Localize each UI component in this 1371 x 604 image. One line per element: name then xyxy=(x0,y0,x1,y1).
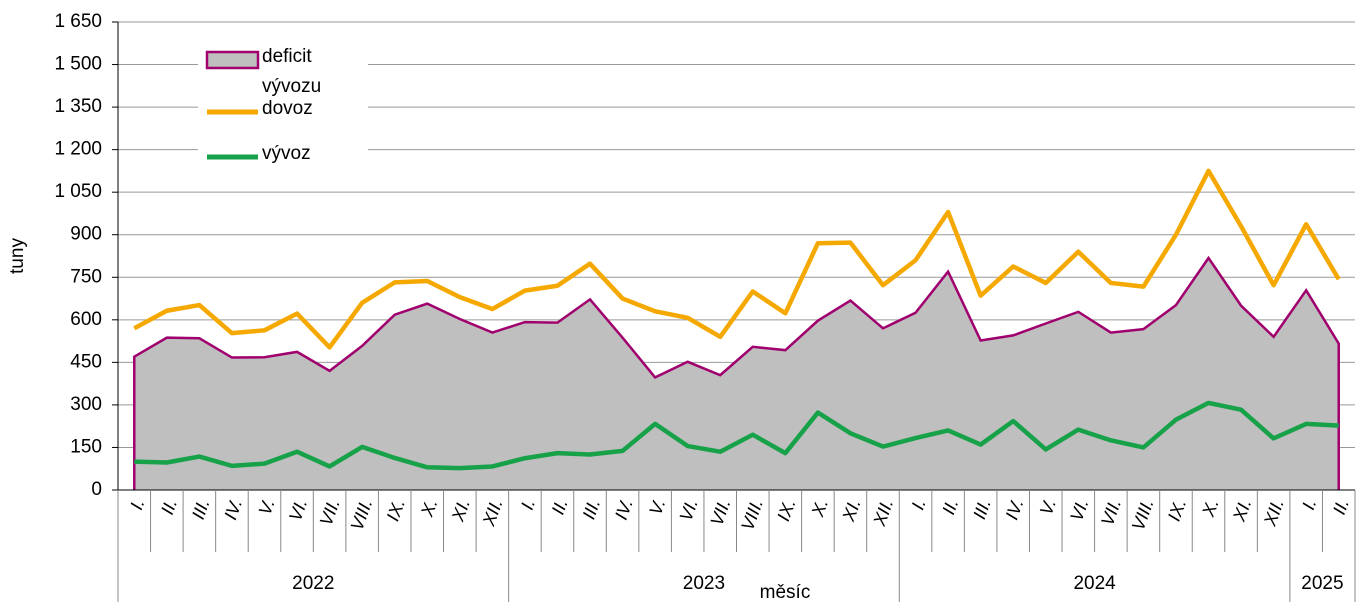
x-tick-label: III. xyxy=(579,496,605,522)
x-tick-label: I. xyxy=(517,496,539,512)
x-group-label: 2022 xyxy=(292,573,334,594)
y-tick-label: 1 350 xyxy=(54,96,102,117)
x-tick-label: I. xyxy=(1298,496,1320,512)
x-tick-label: I. xyxy=(126,496,148,512)
area xyxy=(134,257,1339,490)
y-axis-label: tuny xyxy=(7,238,28,274)
y-tick-label: 150 xyxy=(70,436,102,457)
x-group-label: 2023 xyxy=(683,573,725,594)
y-tick-label: 1 050 xyxy=(54,181,102,202)
x-tick-label: V. xyxy=(255,496,279,518)
legend-label: vývoz xyxy=(262,143,311,164)
x-tick-label: XII. xyxy=(869,496,897,529)
x-tick-label: X. xyxy=(417,496,442,520)
legend-swatch xyxy=(205,50,260,70)
x-tick-label: II. xyxy=(157,496,181,517)
x-group-label: 2024 xyxy=(1073,573,1116,594)
x-tick-label: VIII. xyxy=(347,496,377,533)
y-tick-label: 0 xyxy=(91,479,102,500)
y-tick-label: 1 500 xyxy=(54,54,102,75)
x-tick-label: V. xyxy=(1036,496,1060,518)
y-tick-label: 750 xyxy=(70,266,102,287)
x-tick-label: X. xyxy=(1198,496,1223,520)
x-tick-label: VII. xyxy=(316,496,344,528)
x-tick-label: II. xyxy=(1329,496,1353,517)
y-tick-label: 1 650 xyxy=(54,11,102,32)
x-axis-label: měsíc xyxy=(760,582,811,603)
y-tick-label: 450 xyxy=(70,351,102,372)
line xyxy=(134,400,1339,471)
x-tick-label: I. xyxy=(908,496,930,512)
x-tick-label: IV. xyxy=(1002,496,1028,522)
x-tick-label: V. xyxy=(645,496,669,518)
x-tick-label: XII. xyxy=(1259,496,1287,529)
x-tick-label: VII. xyxy=(1097,496,1125,528)
x-group-label: 2025 xyxy=(1301,573,1343,594)
x-tick-label: VIII. xyxy=(737,496,767,533)
x-tick-label: VI. xyxy=(285,496,311,524)
y-tick-label: 600 xyxy=(70,309,102,330)
y-tick-label: 1 200 xyxy=(54,139,102,160)
x-tick-label: IX. xyxy=(1164,496,1190,524)
y-tick-label: 300 xyxy=(70,394,102,415)
x-tick-label: VIII. xyxy=(1128,496,1158,533)
x-tick-label: IX. xyxy=(383,496,409,524)
x-tick-label: VI. xyxy=(676,496,702,524)
x-tick-label: VI. xyxy=(1066,496,1092,524)
x-tick-label: XI. xyxy=(1229,496,1256,524)
x-tick-label: XII. xyxy=(478,496,506,529)
legend-label: dovoz xyxy=(262,98,313,119)
x-tick-label: VII. xyxy=(706,496,734,528)
x-tick-label: II. xyxy=(938,496,962,517)
x-tick-label: XI. xyxy=(447,496,474,524)
line xyxy=(133,168,1341,350)
legend-label: deficit vývozu xyxy=(262,46,321,97)
x-tick-label: X. xyxy=(807,496,832,520)
x-tick-label: XI. xyxy=(838,496,865,524)
area-edge xyxy=(133,255,1340,490)
series-layer xyxy=(133,168,1341,490)
x-tick-label: II. xyxy=(548,496,572,517)
x-tick-label: IV. xyxy=(220,496,246,522)
x-tick-label: IX. xyxy=(773,496,799,524)
x-tick-label: III. xyxy=(188,496,214,522)
x-tick-label: III. xyxy=(969,496,995,522)
x-tick-label: IV. xyxy=(611,496,637,522)
y-tick-label: 900 xyxy=(70,224,102,245)
